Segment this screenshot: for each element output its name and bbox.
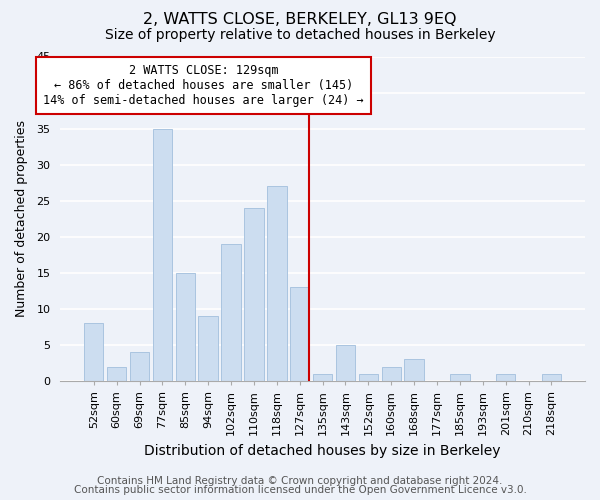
Bar xyxy=(199,316,218,381)
Bar xyxy=(496,374,515,381)
Bar xyxy=(313,374,332,381)
Bar xyxy=(130,352,149,381)
Text: Contains HM Land Registry data © Crown copyright and database right 2024.: Contains HM Land Registry data © Crown c… xyxy=(97,476,503,486)
Text: 2 WATTS CLOSE: 129sqm
← 86% of detached houses are smaller (145)
14% of semi-det: 2 WATTS CLOSE: 129sqm ← 86% of detached … xyxy=(43,64,364,106)
Bar xyxy=(404,360,424,381)
Bar xyxy=(84,324,103,381)
Bar xyxy=(221,244,241,381)
Bar xyxy=(176,273,195,381)
Bar xyxy=(267,186,287,381)
Bar xyxy=(382,366,401,381)
Bar xyxy=(290,288,310,381)
Text: 2, WATTS CLOSE, BERKELEY, GL13 9EQ: 2, WATTS CLOSE, BERKELEY, GL13 9EQ xyxy=(143,12,457,28)
Bar xyxy=(542,374,561,381)
Text: Size of property relative to detached houses in Berkeley: Size of property relative to detached ho… xyxy=(104,28,496,42)
Bar xyxy=(359,374,378,381)
Bar xyxy=(244,208,263,381)
X-axis label: Distribution of detached houses by size in Berkeley: Distribution of detached houses by size … xyxy=(145,444,501,458)
Text: Contains public sector information licensed under the Open Government Licence v3: Contains public sector information licen… xyxy=(74,485,526,495)
Bar xyxy=(450,374,470,381)
Bar xyxy=(336,345,355,381)
Bar xyxy=(152,128,172,381)
Bar xyxy=(107,366,127,381)
Y-axis label: Number of detached properties: Number of detached properties xyxy=(15,120,28,318)
